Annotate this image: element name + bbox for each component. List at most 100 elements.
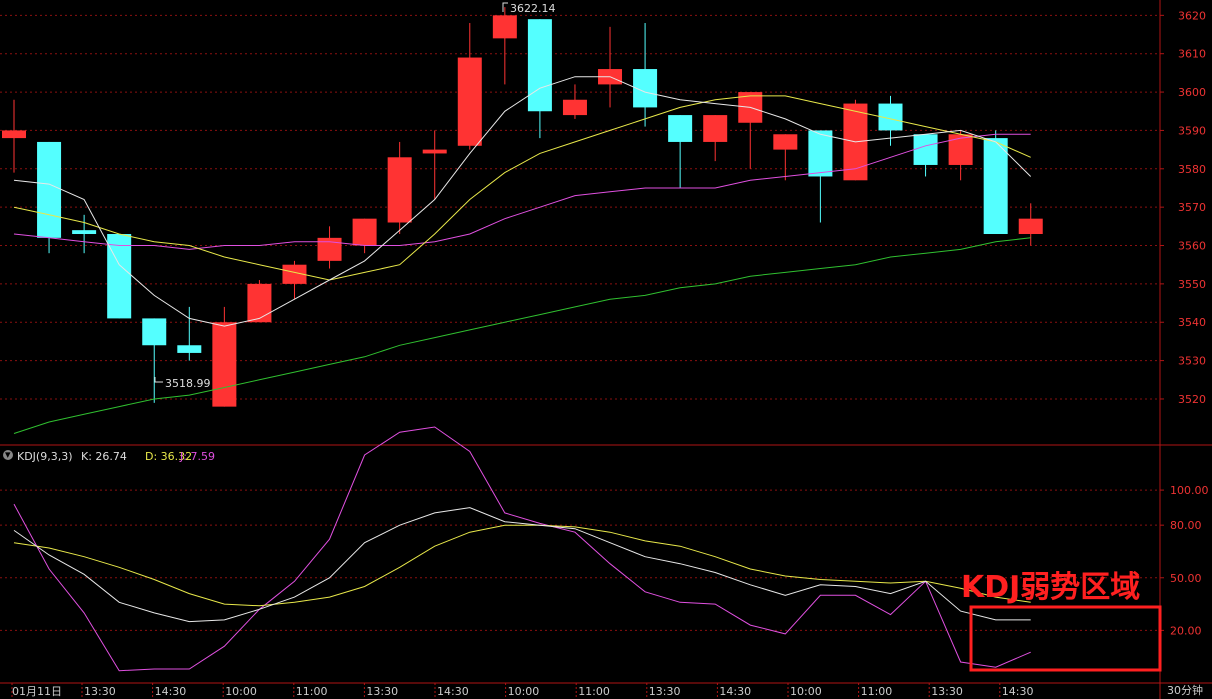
kdj-axis-ticks: 100.00 80.00 50.00 20.00 — [1160, 484, 1209, 637]
collapse-arrow-icon: ▾ — [5, 448, 11, 461]
time-tick-label: 11:00 — [296, 685, 328, 698]
time-tick-label: 14:30 — [1002, 685, 1034, 698]
kdj-k-line — [13, 507, 1031, 623]
candle-down[interactable] — [107, 234, 132, 319]
candle-up[interactable] — [773, 134, 798, 181]
candle-up[interactable] — [352, 218, 377, 254]
time-tick-label: 14:30 — [719, 685, 751, 698]
candle-down[interactable] — [527, 19, 552, 139]
candle-body — [422, 149, 447, 154]
candle-body — [703, 115, 728, 142]
price-tick-label: 3570 — [1178, 201, 1206, 214]
candle-up[interactable] — [422, 130, 447, 200]
kdj-tick-label: 80.00 — [1170, 519, 1202, 532]
kdj-grid — [0, 489, 1160, 631]
kdj-j-value: J: 7.59 — [179, 450, 215, 463]
candle-body — [773, 134, 798, 150]
candle-body — [352, 218, 377, 246]
candle-up[interactable] — [457, 23, 482, 150]
price-tick-label: 3590 — [1178, 124, 1206, 137]
kdj-legend: ▾ KDJ(9,3,3) K: 26.74 D: 36.32 J: 7.59 — [3, 448, 215, 463]
candle-up[interactable] — [317, 226, 342, 269]
candle-down[interactable] — [142, 318, 167, 403]
time-tick-label: 11:00 — [578, 685, 610, 698]
candle-body — [282, 264, 307, 284]
time-tick-label: 14:30 — [155, 685, 187, 698]
candle-up[interactable] — [282, 260, 307, 300]
candle-up[interactable] — [387, 141, 412, 235]
candle-up[interactable] — [2, 99, 26, 173]
time-tick-label: 01月11日 — [12, 685, 62, 698]
price-tick-label: 3530 — [1178, 355, 1206, 368]
candle-down[interactable] — [983, 130, 1008, 235]
candle-body — [913, 134, 938, 165]
low-annotation: 3518.99 — [154, 377, 211, 390]
kdj-weak-zone-box — [969, 605, 1162, 672]
time-tick-label: 13:30 — [84, 685, 116, 698]
kdj-weak-zone-label: KDJ弱势区域 — [961, 570, 1140, 605]
time-tick-label: 11:00 — [861, 685, 893, 698]
ma-white-line — [13, 76, 1032, 327]
candle-down[interactable] — [37, 141, 62, 254]
ma-yellow-line — [13, 95, 1031, 281]
candle-body — [212, 322, 237, 407]
candle-body — [37, 141, 62, 238]
price-tick-label: 3550 — [1178, 278, 1206, 291]
candle-body — [317, 237, 342, 261]
candle-body — [492, 15, 517, 39]
candle-down[interactable] — [72, 214, 97, 254]
price-tick-label: 3610 — [1178, 48, 1206, 61]
time-tick-label: 10:00 — [508, 685, 540, 698]
candle-body — [527, 19, 552, 112]
candle-body — [562, 99, 587, 116]
candle-body — [983, 138, 1008, 235]
low-label: 3518.99 — [165, 377, 211, 390]
time-tick-label: 14:30 — [437, 685, 469, 698]
kdj-d-line — [13, 524, 1031, 607]
high-annotation: 3622.14 — [502, 2, 556, 15]
candle-up[interactable] — [1018, 203, 1043, 246]
high-label: 3622.14 — [510, 2, 556, 15]
kdj-lines — [13, 426, 1031, 672]
price-tick-label: 3600 — [1178, 86, 1206, 99]
kdj-tick-label: 20.00 — [1170, 624, 1202, 637]
period-label: 30分钟 — [1167, 683, 1203, 697]
moving-average-lines — [13, 76, 1032, 434]
price-candles[interactable] — [2, 7, 1043, 407]
candle-body — [2, 130, 26, 139]
time-tick-label: 10:00 — [225, 685, 257, 698]
ma-green-line — [13, 237, 1031, 434]
candle-body — [808, 130, 833, 177]
candle-up[interactable] — [247, 280, 272, 323]
candle-down[interactable] — [808, 130, 833, 223]
time-axis-ticks: 01月11日 13:30 14:30 10:00 11:00 13:30 14:30 10:0… — [11, 683, 1034, 699]
price-axis-ticks: 3620 3610 3600 3590 3580 3570 3560 3550 3540 3530… — [1160, 9, 1206, 406]
candle-up[interactable] — [492, 7, 517, 85]
price-tick-label: 3620 — [1178, 9, 1206, 22]
candle-body — [142, 318, 167, 346]
candle-up[interactable] — [212, 306, 237, 407]
time-tick-label: 13:30 — [649, 685, 681, 698]
candle-up[interactable] — [598, 26, 623, 108]
kdj-k-value: K: 26.74 — [81, 450, 127, 463]
candle-body — [177, 345, 202, 353]
time-tick-label: 13:30 — [366, 685, 398, 698]
kdj-tick-label: 100.00 — [1170, 484, 1209, 497]
candle-down[interactable] — [913, 134, 938, 177]
candle-up[interactable] — [562, 84, 587, 119]
kdj-title: KDJ(9,3,3) — [17, 450, 73, 463]
candle-down[interactable] — [633, 23, 658, 127]
candle-up[interactable] — [703, 115, 728, 162]
time-tick-label: 13:30 — [931, 685, 963, 698]
time-tick-label: 10:00 — [790, 685, 822, 698]
price-tick-label: 3520 — [1178, 393, 1206, 406]
ma-magenta-line — [13, 133, 1031, 250]
candle-body — [1018, 218, 1043, 235]
collapse-icon[interactable] — [3, 450, 13, 460]
kdj-j-line — [13, 426, 1031, 672]
candle-body — [72, 230, 97, 235]
candle-down[interactable] — [668, 115, 693, 188]
candle-down[interactable] — [177, 306, 202, 361]
